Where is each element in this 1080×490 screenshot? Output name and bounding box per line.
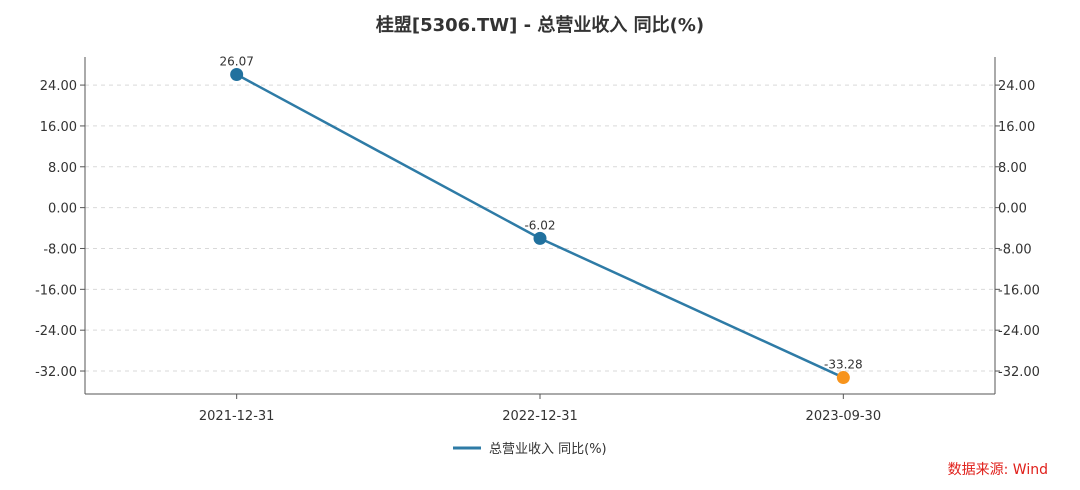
right-y-ticks: 24.00 16.00 8.00 0.00 -8.00 -16.00 -24.00 -32.0… xyxy=(995,79,1040,380)
y-tick-label-right: 8.00 xyxy=(998,161,1027,176)
y-tick-label-right: -32.00 xyxy=(998,365,1040,380)
data-point xyxy=(533,231,547,245)
source-note: 数据来源: Wind xyxy=(948,462,1048,478)
y-tick-label-right: -8.00 xyxy=(998,242,1032,257)
y-tick-label-left: 24.00 xyxy=(40,79,77,94)
data-label: -33.28 xyxy=(824,358,863,372)
x-ticks: 2021-12-31 2022-12-31 2023-09-30 xyxy=(199,394,881,424)
data-label: 26.07 xyxy=(219,55,253,69)
y-tick-label-left: -32.00 xyxy=(35,365,77,380)
y-tick-label-left: 0.00 xyxy=(48,202,77,217)
x-tick-label: 2022-12-31 xyxy=(502,409,578,424)
y-tick-label-left: -8.00 xyxy=(43,242,77,257)
legend-label: 总营业收入 同比(%) xyxy=(489,442,607,457)
y-tick-label-left: 16.00 xyxy=(40,120,77,135)
data-point xyxy=(836,371,850,385)
y-tick-label-right: 24.00 xyxy=(998,79,1035,94)
y-tick-label-left: -16.00 xyxy=(35,283,77,298)
data-point xyxy=(230,68,244,82)
y-tick-label-right: -16.00 xyxy=(998,283,1040,298)
legend[interactable]: 总营业收入 同比(%) xyxy=(453,442,607,457)
x-tick-label: 2021-12-31 xyxy=(199,409,275,424)
y-tick-label-right: 0.00 xyxy=(998,202,1027,217)
x-tick-label: 2023-09-30 xyxy=(806,409,882,424)
y-tick-label-right: -24.00 xyxy=(998,324,1040,339)
y-tick-label-left: 8.00 xyxy=(48,161,77,176)
chart-title: 桂盟[5306.TW] - 总营业收入 同比(%) xyxy=(375,14,704,36)
left-y-ticks: 24.00 16.00 8.00 0.00 -8.00 -16.00 -24.00 -32.0… xyxy=(35,79,85,380)
series-layer: 26.07 -6.02 -33.28 xyxy=(219,55,863,385)
y-tick-label-left: -24.00 xyxy=(35,324,77,339)
data-label: -6.02 xyxy=(524,218,555,232)
y-tick-label-right: 16.00 xyxy=(998,120,1035,135)
